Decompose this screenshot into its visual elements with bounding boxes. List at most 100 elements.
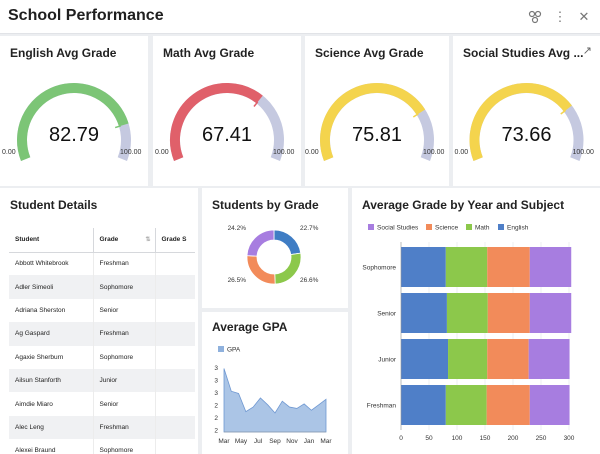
student-name-cell: Alec Leng <box>9 415 94 440</box>
gauge-title: Science Avg Grade <box>315 46 424 60</box>
y-category-label: Freshman <box>367 403 397 410</box>
expand-icon[interactable]: ↗ <box>582 45 592 57</box>
table-row[interactable]: Adriana Sherston Senior <box>9 298 195 323</box>
student-name-cell: Ag Gaspard <box>9 322 94 346</box>
gauge-panel: English Avg Grade 82.79 0.00 100.00 <box>0 36 148 186</box>
grade-by-year-panel: Average Grade by Year and Subject Social… <box>352 188 600 454</box>
gauge-arc <box>170 83 284 161</box>
grade-cell: Senior <box>93 392 156 416</box>
column-header-student[interactable]: Student <box>9 228 94 253</box>
grade-score-cell <box>155 322 195 346</box>
x-tick-label: Sep <box>269 438 281 445</box>
donut-slice <box>273 229 302 256</box>
header-bar: School Performance ⋮ ✕ <box>0 0 600 34</box>
bar-segment <box>529 293 572 333</box>
student-name-cell: Adler Simeoli <box>9 275 94 299</box>
gauge-value: 75.81 <box>351 124 403 146</box>
students-by-grade-panel: Students by Grade 22.7% 26.6% 26.5% 24.2% <box>202 188 348 308</box>
bar-segment <box>448 339 488 379</box>
table-row[interactable]: Agaxie Sherburn Sophomore <box>9 345 195 369</box>
close-icon[interactable]: ✕ <box>578 9 590 24</box>
x-tick-label: 300 <box>564 435 575 442</box>
gauge-arc <box>17 83 131 161</box>
gauge-panel: Social Studies Avg ... ↗ 73.66 0.00 100.00 <box>453 36 600 186</box>
bar-segment <box>487 339 529 379</box>
gauge-needle <box>114 125 122 129</box>
y-tick-label: 2 <box>214 415 218 422</box>
more-vertical-icon[interactable]: ⋮ <box>553 9 567 24</box>
grade-cell: Sophomore <box>93 345 156 369</box>
table-row[interactable]: Adler Simeoli Sophomore <box>9 275 195 299</box>
column-header-grade-score[interactable]: Grade S <box>155 228 195 253</box>
x-tick-label: 250 <box>536 435 547 442</box>
grade-score-cell <box>155 252 195 275</box>
donut-slice <box>246 229 275 257</box>
donut-chart: 22.7% 26.6% 26.5% 24.2% <box>228 225 319 285</box>
bar-segment <box>487 247 530 287</box>
donut-label: 22.7% <box>300 225 319 232</box>
sort-icon[interactable]: ⇅ <box>145 237 151 243</box>
y-category-label: Sophomore <box>362 265 396 272</box>
x-tick-label: Nov <box>286 438 298 445</box>
gauge-max-label: 100.00 <box>120 149 142 156</box>
stacked-bar-chart: Social Studies Science Math English 0 50 100 15… <box>362 224 575 442</box>
table-row[interactable]: Abbott Whitebrook Freshman <box>9 252 195 276</box>
gpa-area <box>223 368 327 433</box>
x-tick-label: 100 <box>452 435 463 442</box>
y-category-label: Senior <box>377 311 397 318</box>
grade-cell: Sophomore <box>93 275 156 299</box>
gauge-needle <box>560 109 566 115</box>
gauge-arc <box>320 83 434 161</box>
gauge-value: 73.66 <box>501 124 552 146</box>
student-name-cell: Alexei Braund <box>9 439 94 454</box>
x-tick-label: Mar <box>320 438 332 445</box>
legend-label: Science <box>435 225 459 232</box>
bar-segment <box>486 385 530 425</box>
y-tick-label: 3 <box>214 378 218 385</box>
gauge-panel: Math Avg Grade 67.41 0.00 100.00 <box>153 36 301 186</box>
x-tick-label: 200 <box>508 435 519 442</box>
bar-segment <box>529 385 570 425</box>
gauge-min-label: 0.00 <box>305 149 319 156</box>
gauge-min-label: 0.00 <box>155 149 169 156</box>
y-tick-label: 3 <box>214 365 218 372</box>
bar-segment <box>487 293 530 333</box>
bar-segment <box>401 293 447 333</box>
student-table: Student Grade ⇅ Grade S Abbott Whitebrook… <box>9 228 195 454</box>
filter-icon[interactable] <box>527 9 543 25</box>
grade-score-cell <box>155 299 195 322</box>
grade-cell: Junior <box>93 368 156 393</box>
student-name-cell: Ailsun Stanforth <box>9 368 94 393</box>
gauge-max-label: 100.00 <box>273 149 295 156</box>
y-tick-label: 3 <box>214 390 218 397</box>
legend-swatch <box>466 224 472 230</box>
donut-slice <box>274 252 302 285</box>
grade-score-cell <box>155 392 195 415</box>
gauge-min-label: 0.00 <box>454 149 469 156</box>
gauge-title: Math Avg Grade <box>163 46 255 60</box>
gauge-max-label: 100.00 <box>572 149 594 156</box>
bar-segment <box>445 247 488 287</box>
legend-label: English <box>507 225 529 232</box>
table-row[interactable]: Alec Leng Freshman <box>9 415 195 440</box>
student-details-panel: Student Details Student Grade ⇅ Grade S A… <box>0 188 198 454</box>
grade-cell: Freshman <box>93 322 156 346</box>
gauge-fill <box>170 83 263 161</box>
legend-swatch <box>218 346 224 352</box>
table-row[interactable]: Ailsun Stanforth Junior <box>9 368 195 393</box>
legend-label: GPA <box>227 347 241 354</box>
legend-label: Math <box>475 225 490 232</box>
table-row[interactable]: Ag Gaspard Freshman <box>9 322 195 346</box>
table-row[interactable]: Aimdie Miaro Senior <box>9 392 195 416</box>
donut-slice <box>246 255 276 285</box>
student-name-cell: Abbott Whitebrook <box>9 252 94 276</box>
bar-segment <box>401 339 449 379</box>
bar-segment <box>446 293 488 333</box>
students-by-grade-title: Students by Grade <box>212 198 319 212</box>
table-header-row: Student Grade ⇅ Grade S <box>9 228 195 253</box>
y-tick-label: 2 <box>214 403 218 410</box>
column-header-grade[interactable]: Grade ⇅ <box>93 228 156 253</box>
table-row[interactable]: Alexei Braund Sophomore <box>9 439 195 454</box>
bar-segment <box>401 247 446 287</box>
